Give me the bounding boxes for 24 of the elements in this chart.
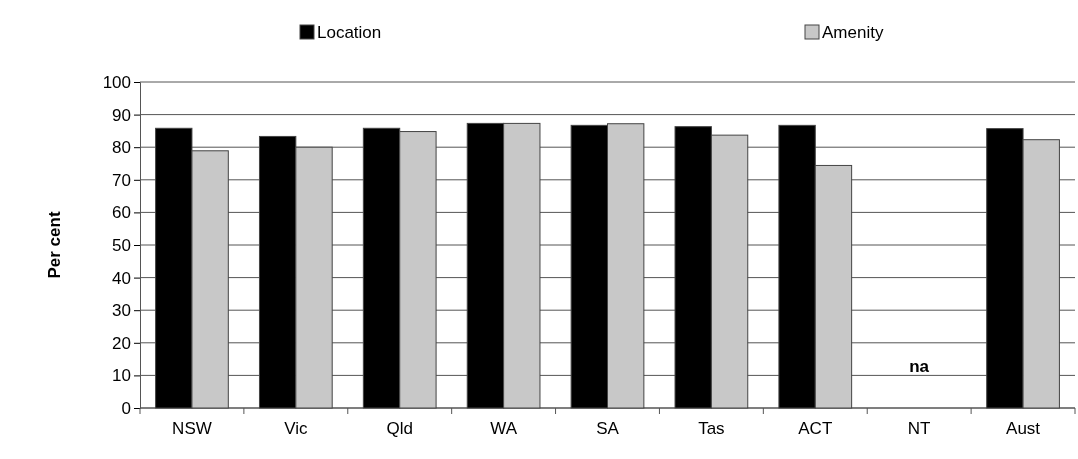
y-tick-label: 30: [112, 301, 131, 321]
y-tick-label: 80: [112, 138, 131, 158]
legend-label: Location: [317, 23, 382, 42]
x-tick-label: Qld: [386, 419, 413, 439]
annotation: na: [909, 356, 930, 376]
x-tick-label: Vic: [284, 419, 308, 439]
y-tick-label: 50: [112, 235, 131, 255]
x-tick-label: NT: [907, 419, 931, 439]
legend-label: Amenity: [822, 23, 884, 42]
x-tick-label: Tas: [698, 419, 725, 439]
x-tick-label: WA: [490, 419, 518, 439]
x-tick-label: ACT: [798, 419, 833, 439]
x-tick-label: NSW: [172, 419, 212, 439]
x-tick-label: SA: [596, 419, 620, 439]
y-tick-label: 60: [112, 203, 131, 223]
y-tick-label: 10: [112, 366, 131, 386]
y-tick-label: 20: [112, 333, 131, 353]
y-tick-label: 0: [121, 398, 131, 418]
y-axis-title: Per cent: [45, 211, 64, 279]
y-tick-label: 70: [112, 170, 131, 190]
y-tick-label: 100: [102, 72, 131, 92]
x-tick-label: Aust: [1006, 419, 1041, 439]
y-tick-label: 90: [112, 105, 131, 125]
y-tick-label: 40: [112, 268, 131, 288]
